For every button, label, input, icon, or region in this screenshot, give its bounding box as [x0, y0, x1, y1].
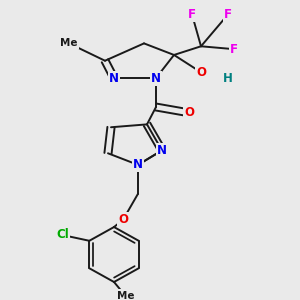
- Text: Cl: Cl: [56, 229, 69, 242]
- Text: Me: Me: [60, 38, 78, 48]
- Text: F: F: [188, 8, 196, 21]
- Text: O: O: [196, 66, 206, 79]
- Text: Me: Me: [117, 292, 135, 300]
- Text: F: F: [230, 43, 238, 56]
- Text: N: N: [157, 144, 167, 157]
- Text: F: F: [224, 8, 232, 21]
- Text: N: N: [109, 72, 119, 85]
- Text: N: N: [133, 158, 143, 171]
- Text: O: O: [118, 213, 128, 226]
- Text: O: O: [184, 106, 194, 119]
- Text: N: N: [151, 72, 161, 85]
- Text: H: H: [223, 72, 233, 85]
